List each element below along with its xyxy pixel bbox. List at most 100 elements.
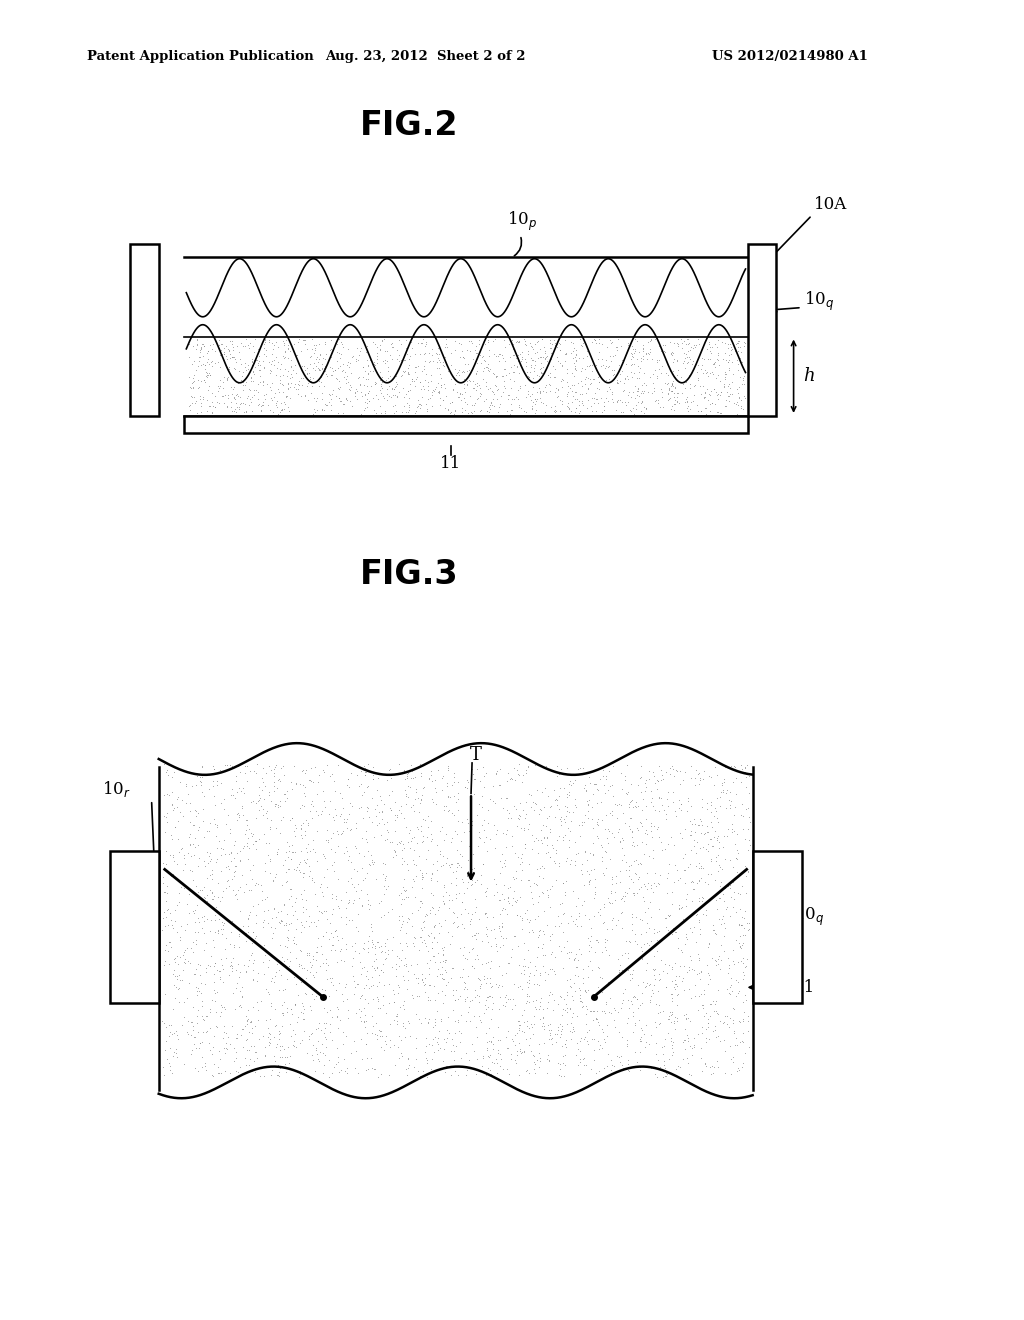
Point	[521, 875, 538, 896]
Point	[397, 953, 414, 974]
Point	[331, 379, 347, 400]
Point	[412, 372, 428, 393]
Point	[195, 1005, 211, 1026]
Point	[637, 875, 653, 896]
Point	[466, 957, 482, 978]
Point	[265, 387, 282, 408]
Point	[433, 376, 450, 397]
Point	[541, 374, 557, 395]
Point	[357, 342, 374, 363]
Point	[645, 873, 662, 894]
Point	[651, 995, 668, 1016]
Point	[620, 990, 636, 1011]
Point	[171, 977, 187, 998]
Point	[643, 787, 659, 808]
Point	[158, 1031, 174, 1052]
Point	[701, 363, 718, 384]
Point	[423, 370, 439, 391]
Point	[305, 388, 322, 409]
Point	[466, 858, 482, 879]
Point	[335, 393, 351, 414]
Point	[413, 763, 429, 784]
Point	[642, 813, 658, 834]
Point	[411, 1008, 427, 1030]
Point	[595, 863, 611, 884]
Point	[578, 804, 594, 825]
Point	[543, 944, 559, 965]
Point	[370, 931, 386, 952]
Point	[352, 879, 369, 900]
Point	[437, 397, 454, 418]
Point	[227, 788, 244, 809]
Point	[280, 937, 296, 958]
Point	[391, 345, 408, 366]
Point	[515, 956, 531, 977]
Point	[509, 356, 525, 378]
Point	[329, 333, 345, 354]
Point	[331, 387, 347, 408]
Point	[313, 399, 330, 420]
Point	[360, 890, 377, 911]
Point	[214, 372, 230, 393]
Point	[304, 838, 321, 859]
Point	[542, 375, 558, 396]
Point	[599, 929, 615, 950]
Point	[461, 370, 477, 391]
Point	[699, 348, 716, 370]
Point	[689, 1023, 706, 1044]
Point	[503, 400, 519, 421]
Point	[276, 791, 293, 812]
Point	[426, 945, 442, 966]
Point	[532, 391, 549, 412]
Point	[684, 350, 700, 371]
Point	[423, 1059, 439, 1080]
Point	[241, 395, 257, 416]
Point	[164, 1023, 180, 1044]
Point	[735, 961, 752, 982]
Point	[297, 360, 313, 381]
Point	[586, 1049, 602, 1071]
Point	[415, 376, 431, 397]
Point	[526, 974, 543, 995]
Point	[297, 330, 313, 351]
Point	[574, 958, 591, 979]
Point	[640, 343, 656, 364]
Point	[401, 363, 418, 384]
Point	[551, 799, 567, 820]
Point	[214, 924, 230, 945]
Point	[675, 847, 691, 869]
Point	[502, 368, 518, 389]
Point	[273, 809, 290, 830]
Point	[162, 1056, 178, 1077]
Point	[586, 1001, 602, 1022]
Point	[267, 347, 284, 368]
Point	[422, 974, 438, 995]
Point	[556, 809, 572, 830]
Point	[271, 1022, 288, 1043]
Point	[244, 348, 260, 370]
Point	[703, 393, 720, 414]
Point	[233, 977, 250, 998]
Point	[713, 871, 729, 892]
Point	[426, 927, 442, 948]
Point	[498, 358, 514, 379]
Point	[316, 985, 333, 1006]
Point	[271, 935, 288, 956]
Point	[492, 1030, 508, 1051]
Point	[553, 810, 569, 832]
Point	[716, 1011, 732, 1032]
Point	[262, 1028, 279, 1049]
Point	[589, 825, 605, 846]
Point	[310, 351, 327, 372]
Point	[538, 970, 554, 991]
Point	[736, 957, 753, 978]
Point	[726, 392, 742, 413]
Point	[220, 859, 237, 880]
Point	[478, 401, 495, 422]
Point	[420, 1012, 436, 1034]
Point	[330, 998, 346, 1019]
Point	[630, 975, 646, 997]
Point	[387, 400, 403, 421]
Point	[579, 861, 595, 882]
Point	[435, 855, 452, 876]
